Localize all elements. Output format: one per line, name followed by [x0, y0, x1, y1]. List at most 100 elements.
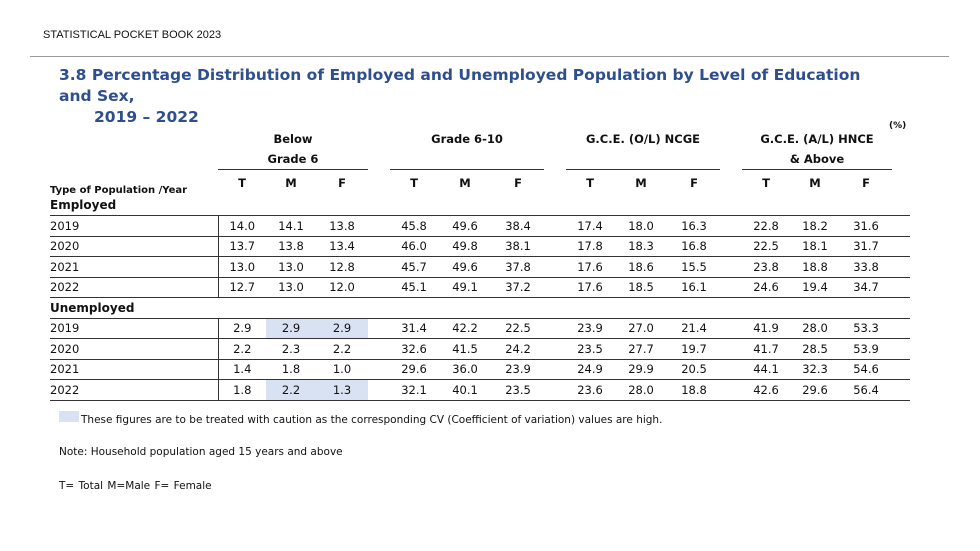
- table-cell: 28.0: [614, 379, 668, 401]
- table-cell: 18.5: [614, 277, 668, 298]
- sub-header: F: [514, 175, 522, 190]
- table-cell: 18.0: [614, 215, 668, 237]
- sub-header: F: [690, 175, 698, 190]
- table-cell: 23.6: [566, 379, 614, 401]
- group-header-gce-al: G.C.E. (A/L) HNCE & Above: [742, 130, 892, 170]
- table-cell: 53.9: [840, 338, 892, 360]
- table-cell: 32.1: [390, 379, 438, 401]
- table-cell: 42.6: [742, 379, 790, 401]
- table-cell: 29.9: [614, 359, 668, 380]
- table-cell: 18.2: [790, 215, 840, 237]
- sub-header: T: [238, 175, 246, 190]
- table-cell: 49.8: [438, 236, 492, 257]
- table-row: 2020 2.2 2.3 2.2 32.6 41.5 24.2 23.5 27.7 19.7 41.…: [50, 338, 910, 360]
- table-cell: 42.2: [438, 317, 492, 339]
- unit-label: (%): [889, 121, 907, 131]
- sub-header: T: [410, 175, 418, 190]
- table-cell: 46.0: [390, 236, 438, 257]
- table-cell: 12.0: [316, 277, 368, 298]
- table-cell: 23.5: [492, 379, 544, 401]
- header-divider: [30, 56, 949, 57]
- table-cell: 49.6: [438, 256, 492, 278]
- table-cell: 18.8: [668, 379, 720, 401]
- table-cell: 16.3: [668, 215, 720, 237]
- table-cell: 13.7: [217, 236, 266, 257]
- table-cell: 32.6: [390, 338, 438, 360]
- row-year: 2021: [50, 359, 218, 380]
- table-cell: 23.9: [492, 359, 544, 380]
- table-cell: 18.8: [790, 256, 840, 278]
- table-cell: 28.5: [790, 338, 840, 360]
- abbreviations: T= Total M=Male F= Female: [59, 480, 212, 492]
- table-cell: 23.9: [566, 317, 614, 339]
- table-cell: 16.8: [668, 236, 720, 257]
- table-cell: 45.1: [390, 277, 438, 298]
- table-cell: 2.2: [316, 338, 368, 360]
- table-cell: 17.8: [566, 236, 614, 257]
- table-cell: 23.5: [566, 338, 614, 360]
- table-cell: 17.6: [566, 256, 614, 278]
- table-cell: 18.6: [614, 256, 668, 278]
- table-cell: 22.5: [492, 317, 544, 339]
- table-cell: 53.3: [840, 317, 892, 339]
- table-cell: 2.9: [217, 317, 266, 339]
- legend: These figures are to be treated with cau…: [59, 411, 662, 426]
- sub-header: M: [285, 175, 297, 190]
- table-cell: 14.0: [217, 215, 266, 237]
- table-row: 2021 1.4 1.8 1.0 29.6 36.0 23.9 24.9 29.9 20.5 44.…: [50, 359, 910, 380]
- table-cell: 21.4: [668, 317, 720, 339]
- section-label: Unemployed: [50, 300, 135, 315]
- table-row: 2020 13.7 13.8 13.4 46.0 49.8 38.1 17.8 18.3 16.8…: [50, 236, 910, 257]
- table-cell: 14.1: [266, 215, 316, 237]
- group-header-line-1: G.C.E. (O/L) NCGE: [585, 132, 701, 146]
- table-row: 2021 13.0 13.0 12.8 45.7 49.6 37.8 17.6 18.6 15.5…: [50, 256, 910, 278]
- table-cell: 38.4: [492, 215, 544, 237]
- legend-text: These figures are to be treated with cau…: [81, 414, 663, 426]
- table-cell: 2.3: [266, 338, 316, 360]
- table-cell: 28.0: [790, 317, 840, 339]
- table-cell: 41.5: [438, 338, 492, 360]
- section-label: Employed: [50, 198, 117, 213]
- table-title: 3.8 Percentage Distribution of Employed …: [59, 65, 879, 128]
- table-row: 2019 14.0 14.1 13.8 45.8 49.6 38.4 17.4 18.0 16.3…: [50, 215, 910, 237]
- page-header: STATISTICAL POCKET BOOK 2023: [43, 29, 222, 41]
- table-cell: 31.6: [840, 215, 892, 237]
- sub-header: M: [459, 175, 471, 190]
- group-header-line-1: Grade 6-10: [431, 132, 503, 146]
- table-cell: 23.8: [742, 256, 790, 278]
- table-cell: 40.1: [438, 379, 492, 401]
- table-cell: 29.6: [390, 359, 438, 380]
- table-cell: 27.0: [614, 317, 668, 339]
- table-cell: 2.2: [217, 338, 266, 360]
- table-cell: 19.4: [790, 277, 840, 298]
- table-cell: 2.2: [266, 379, 316, 401]
- table-cell: 13.0: [217, 256, 266, 278]
- table-cell: 24.2: [492, 338, 544, 360]
- sub-header: T: [586, 175, 594, 190]
- table-cell: 31.7: [840, 236, 892, 257]
- group-header-line-2: & Above: [789, 151, 845, 166]
- group-header-gce-ol: G.C.E. (O/L) NCGE: [566, 130, 720, 170]
- sub-header: T: [762, 175, 770, 190]
- table-cell: 38.1: [492, 236, 544, 257]
- table-cell: 44.1: [742, 359, 790, 380]
- table-row: 2022 12.7 13.0 12.0 45.1 49.1 37.2 17.6 18.5 16.1…: [50, 277, 910, 298]
- table-cell: 56.4: [840, 379, 892, 401]
- table-cell: 20.5: [668, 359, 720, 380]
- table-cell: 17.4: [566, 215, 614, 237]
- table-cell: 17.6: [566, 277, 614, 298]
- table-row: 2022 1.8 2.2 1.3 32.1 40.1 23.5 23.6 28.0 18.8 42.…: [50, 379, 910, 401]
- table-cell: 45.8: [390, 215, 438, 237]
- group-header-line-1: G.C.E. (A/L) HNCE: [760, 132, 874, 146]
- table-cell: 41.9: [742, 317, 790, 339]
- table-cell: 37.2: [492, 277, 544, 298]
- row-year: 2021: [50, 256, 218, 278]
- table-cell: 41.7: [742, 338, 790, 360]
- table-cell: 1.8: [266, 359, 316, 380]
- row-year: 2020: [50, 236, 218, 257]
- table-cell: 32.3: [790, 359, 840, 380]
- table-cell: 1.8: [217, 379, 266, 401]
- table-cell: 18.3: [614, 236, 668, 257]
- table-cell: 16.1: [668, 277, 720, 298]
